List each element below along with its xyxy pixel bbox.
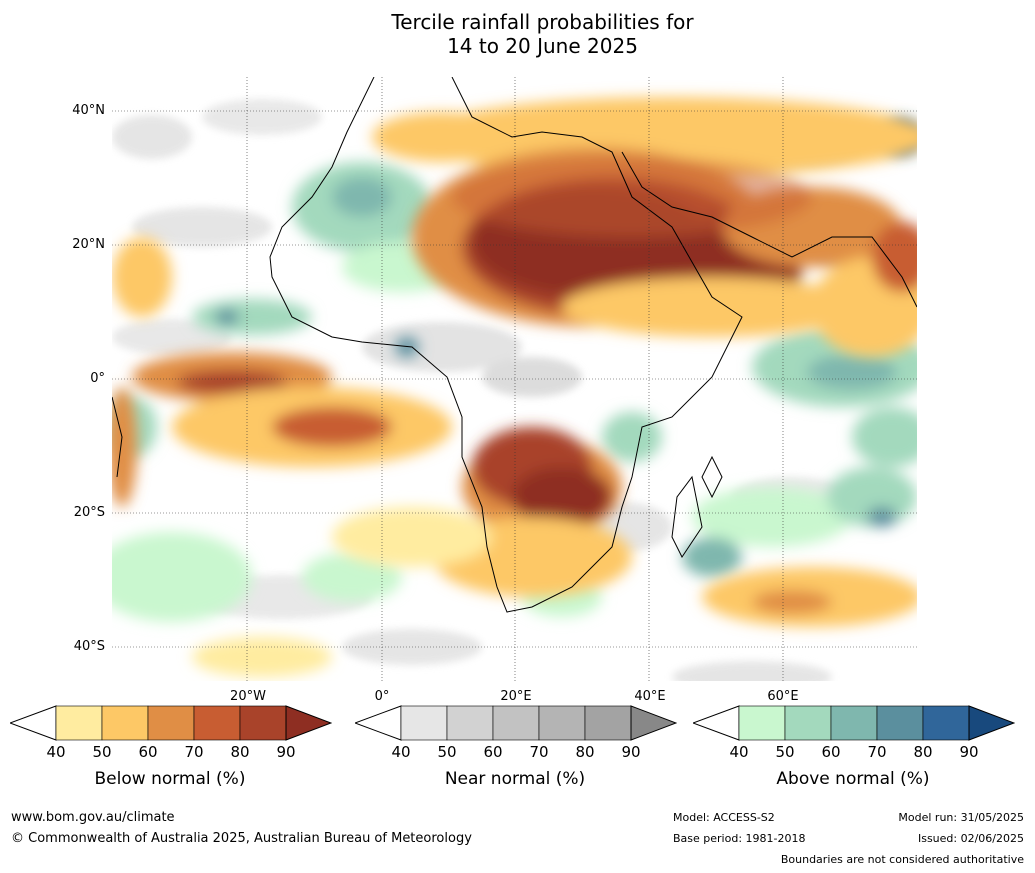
lon-label-20w: 20°W — [230, 689, 266, 704]
above-tick-50: 50 — [775, 743, 795, 761]
lat-label-20s: 20°S — [73, 505, 105, 520]
above-normal-label: Above normal (%) — [776, 769, 930, 789]
below-tick-90: 90 — [276, 743, 296, 761]
near-normal-colorbar — [355, 705, 677, 741]
below-normal-swatch-5 — [239, 705, 287, 741]
graticule — [112, 77, 917, 681]
near-tick-70: 70 — [529, 743, 549, 761]
near-normal-label: Near normal (%) — [444, 769, 586, 789]
issued-text: Issued: 02/06/2025 — [917, 832, 1024, 845]
above-normal-colorbar — [693, 705, 1015, 741]
above-normal-swatch-2 — [784, 705, 832, 741]
below-tick-80: 80 — [230, 743, 250, 761]
above-normal-swatch-4 — [876, 705, 924, 741]
above-normal-swatch-3 — [830, 705, 878, 741]
below-normal-swatch-1 — [55, 705, 103, 741]
below-tick-60: 60 — [138, 743, 158, 761]
lat-label-0: 0° — [90, 371, 105, 386]
disclaimer-text: Boundaries are not considered authoritat… — [780, 853, 1024, 866]
probability-map — [112, 77, 917, 681]
near-tick-50: 50 — [437, 743, 457, 761]
near-normal-swatch-5 — [584, 705, 632, 741]
lon-label-0: 0° — [374, 689, 390, 704]
model-text: Model: ACCESS-S2 — [673, 811, 775, 824]
near-tick-90: 90 — [621, 743, 641, 761]
map-canvas — [112, 77, 917, 681]
above-normal-swatch-6 — [968, 705, 1015, 741]
below-tick-50: 50 — [92, 743, 112, 761]
lat-label-20n: 20°N — [72, 237, 105, 252]
below-normal-swatch-3 — [147, 705, 195, 741]
below-normal-label: Below normal (%) — [94, 769, 246, 789]
lon-label-60e: 60°E — [767, 689, 799, 704]
near-tick-60: 60 — [483, 743, 503, 761]
above-tick-40: 40 — [729, 743, 749, 761]
title-line-2: 14 to 20 June 2025 — [447, 34, 638, 58]
lat-label-40n: 40°N — [72, 103, 105, 118]
below-normal-field — [112, 97, 917, 677]
above-tick-60: 60 — [821, 743, 841, 761]
below-normal-swatch-2 — [101, 705, 149, 741]
title-line-1: Tercile rainfall probabilities for — [391, 10, 694, 34]
near-tick-40: 40 — [391, 743, 411, 761]
above-normal-swatch-1 — [738, 705, 786, 741]
above-tick-80: 80 — [913, 743, 933, 761]
lon-label-20e: 20°E — [500, 689, 532, 704]
coastlines — [112, 77, 917, 613]
near-tick-80: 80 — [575, 743, 595, 761]
below-normal-swatch-4 — [193, 705, 241, 741]
above-normal-swatch-5 — [922, 705, 970, 741]
above-tick-90: 90 — [959, 743, 979, 761]
model-run-text: Model run: 31/05/2025 — [898, 811, 1024, 824]
near-normal-swatch-0 — [355, 705, 402, 741]
above-normal-swatch-0 — [693, 705, 740, 741]
near-normal-swatch-4 — [538, 705, 586, 741]
base-period-text: Base period: 1981-2018 — [673, 832, 806, 845]
below-tick-70: 70 — [184, 743, 204, 761]
lat-label-40s: 40°S — [73, 639, 105, 654]
near-normal-swatch-6 — [630, 705, 677, 741]
below-normal-colorbar — [10, 705, 332, 741]
copyright-text: © Commonwealth of Australia 2025, Austra… — [11, 831, 472, 846]
website-link[interactable]: www.bom.gov.au/climate — [11, 810, 175, 825]
below-normal-swatch-0 — [10, 705, 57, 741]
below-normal-swatch-6 — [285, 705, 332, 741]
near-normal-swatch-3 — [492, 705, 540, 741]
near-normal-swatch-2 — [446, 705, 494, 741]
above-tick-70: 70 — [867, 743, 887, 761]
map-title: Tercile rainfall probabilities for 14 to… — [0, 10, 1035, 58]
lon-label-40e: 40°E — [634, 689, 666, 704]
below-tick-40: 40 — [46, 743, 66, 761]
near-normal-swatch-1 — [400, 705, 448, 741]
